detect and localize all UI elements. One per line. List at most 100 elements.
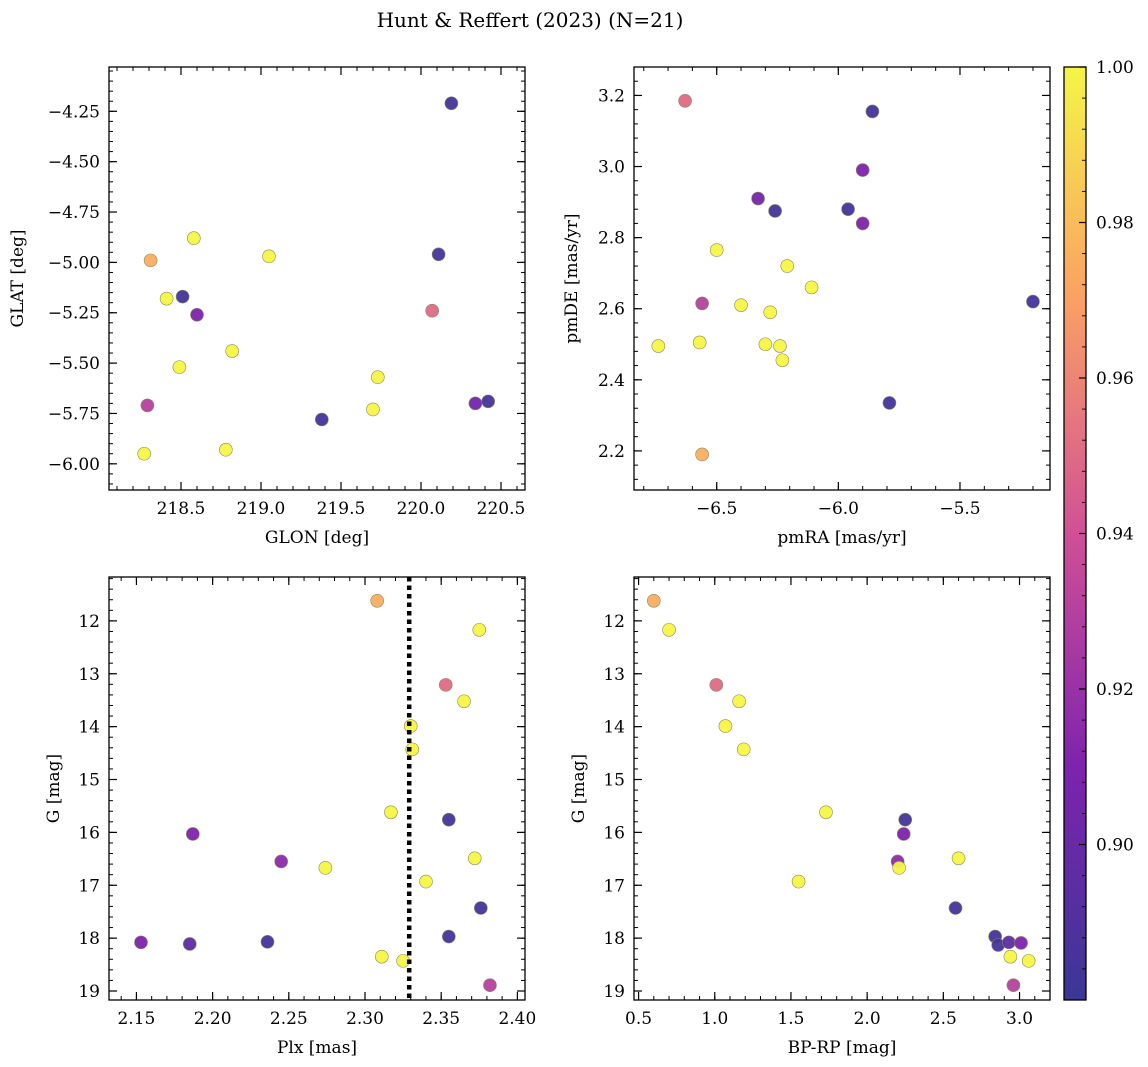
colorbar-tick-label: 0.98: [1096, 214, 1134, 234]
data-point: [892, 861, 906, 875]
data-point: [1003, 949, 1018, 964]
data-point: [172, 360, 187, 374]
data-point: [1026, 294, 1040, 309]
x-tick-label: 2.30: [346, 1009, 384, 1029]
data-point: [1006, 978, 1021, 992]
y-tick-label: 14: [603, 718, 625, 738]
y-tick-label: 16: [603, 823, 625, 843]
data-point: [274, 854, 288, 869]
data-point: [855, 163, 870, 177]
data-point: [898, 812, 913, 827]
axes-frame: [633, 576, 1051, 1001]
x-tick-label: 2.35: [422, 1009, 460, 1029]
data-point: [791, 874, 806, 889]
data-point: [763, 305, 778, 320]
x-tick-label: 220.0: [397, 499, 446, 519]
panel-bprp-g: 0.5 1.0 1.5 2.0 2.5 3.0 12 13 14 15 16 17 18 19 BP-RP …: [569, 576, 1051, 1058]
data-point: [647, 593, 661, 608]
data-point: [692, 335, 707, 350]
data-point: [318, 861, 333, 875]
y-tick-label: −5.00: [48, 253, 100, 273]
x-tick-label: 2.40: [498, 1009, 536, 1029]
x-tick-label: 219.5: [317, 499, 366, 519]
data-point: [734, 298, 748, 312]
data-point: [709, 678, 724, 692]
colorbar-tick-label: 0.90: [1096, 836, 1134, 856]
x-axis-label: Plx [mas]: [277, 1038, 357, 1058]
data-point: [780, 259, 795, 273]
data-point: [405, 742, 420, 757]
panel-glon-glat: 218.5 219.0 219.5 220.0 220.5 −6.00 −5.75 −5.50…: [8, 66, 526, 548]
x-axis-label: GLON [deg]: [265, 528, 369, 548]
y-tick-label: 3.0: [598, 158, 625, 178]
data-point: [1021, 954, 1036, 968]
y-tick-label: 3.2: [598, 86, 625, 106]
x-tick-label: −5.5: [939, 499, 980, 519]
data-point: [444, 96, 459, 111]
y-tick-label: 17: [603, 876, 625, 896]
data-point: [775, 353, 790, 368]
panel-plx-g: 2.15 2.20 2.25 2.30 2.35 2.40 12 13 14 15 16 17 18 19…: [44, 576, 536, 1058]
data-point: [695, 296, 709, 311]
y-tick-label: 19: [78, 982, 100, 1002]
x-tick-label: 2.5: [930, 1009, 957, 1029]
data-point: [804, 280, 819, 295]
data-point: [467, 851, 482, 866]
data-point: [819, 805, 833, 820]
data-point: [948, 901, 963, 915]
data-point: [481, 394, 496, 409]
x-tick-label: 3.0: [1006, 1009, 1033, 1029]
data-point: [718, 719, 733, 733]
data-point: [262, 249, 276, 264]
data-point: [384, 805, 398, 820]
data-point: [134, 935, 148, 950]
x-tick-label: 218.5: [157, 499, 206, 519]
data-point: [483, 978, 497, 992]
data-point: [1014, 936, 1028, 950]
data-point: [468, 396, 483, 411]
data-point: [260, 935, 275, 949]
data-point: [758, 337, 773, 352]
y-tick-label: 13: [78, 665, 100, 685]
data-point: [773, 339, 787, 353]
y-tick-label: −5.50: [48, 354, 100, 374]
data-point: [442, 812, 456, 827]
x-tick-label: 219.0: [237, 499, 286, 519]
y-tick-label: −5.75: [48, 404, 100, 424]
data-point: [882, 396, 897, 410]
data-point: [425, 303, 440, 318]
x-tick-label: −6.5: [696, 499, 737, 519]
y-tick-label: 2.8: [598, 229, 625, 249]
colorbar: 0.90 0.92 0.94 0.96 0.98 1.00: [1063, 58, 1134, 1001]
y-tick-label: 17: [78, 876, 100, 896]
x-tick-label: 2.15: [117, 1009, 155, 1029]
axes-frame: [633, 66, 1051, 491]
x-tick-label: 1.0: [701, 1009, 728, 1029]
figure-title: Hunt & Reffert (2023) (N=21): [377, 8, 684, 32]
y-tick-label: 18: [78, 929, 100, 949]
data-point: [865, 104, 880, 119]
y-axis-label: G [mag]: [44, 754, 64, 823]
data-point: [370, 593, 384, 608]
data-point: [182, 937, 197, 951]
colorbar-tick-label: 0.94: [1096, 525, 1134, 545]
y-axis-label: GLAT [deg]: [8, 229, 28, 327]
data-point: [732, 694, 746, 709]
data-point: [438, 678, 453, 692]
x-tick-label: 2.20: [194, 1009, 232, 1029]
data-point: [695, 447, 709, 462]
x-tick-label: 220.5: [477, 499, 526, 519]
y-tick-label: 12: [603, 612, 625, 632]
colorbar-tick-label: 0.96: [1096, 369, 1134, 389]
colorbar-tick-label: 1.00: [1096, 58, 1134, 78]
x-tick-label: 0.5: [625, 1009, 652, 1029]
y-tick-label: 16: [78, 823, 100, 843]
y-tick-label: 14: [78, 718, 100, 738]
data-point: [474, 901, 488, 915]
data-point: [366, 402, 380, 417]
x-tick-label: 1.5: [777, 1009, 804, 1029]
data-point: [314, 412, 329, 427]
data-point: [159, 291, 174, 306]
data-point: [472, 623, 487, 637]
data-point: [896, 827, 911, 841]
